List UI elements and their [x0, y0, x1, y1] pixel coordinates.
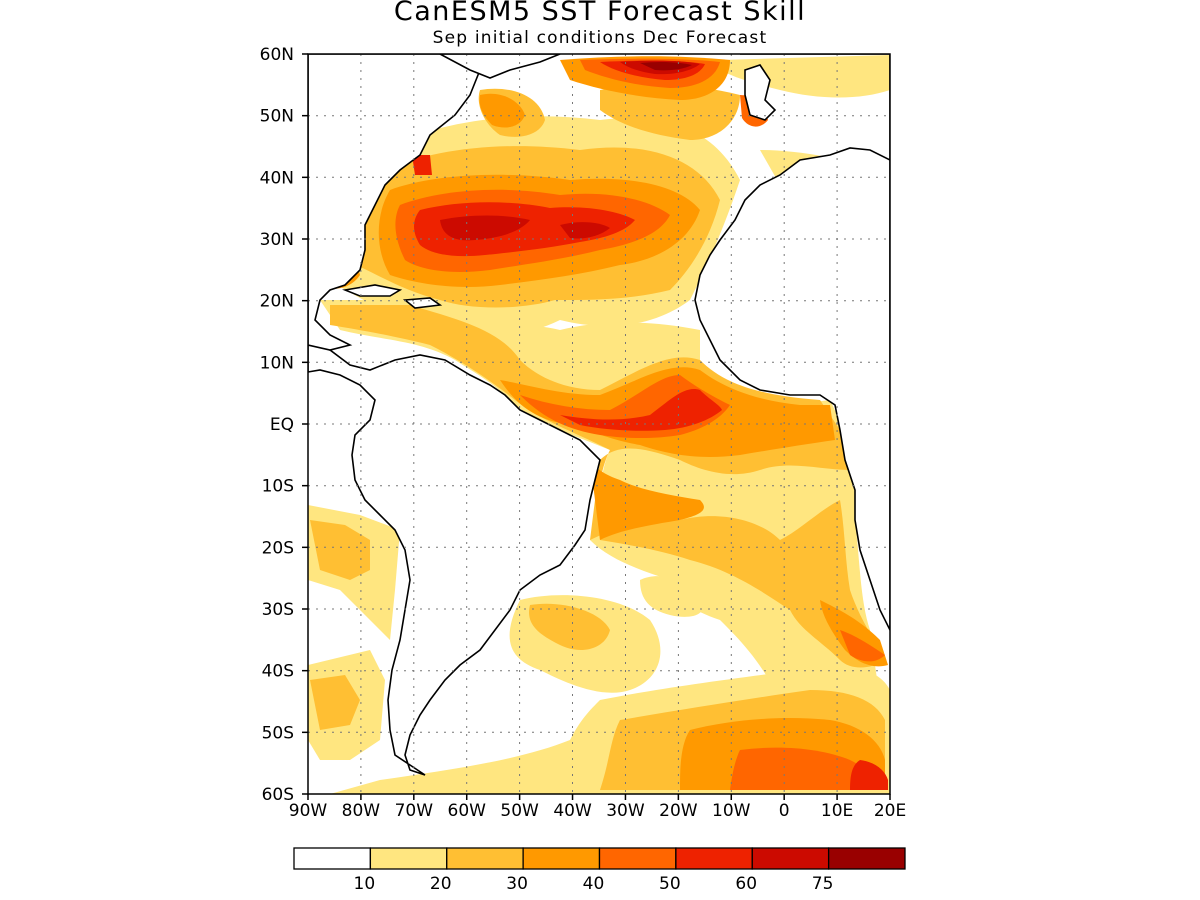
lat-tick-label: 50S: [262, 723, 294, 743]
lon-tick-label: 0: [779, 801, 790, 821]
colorbar-label: 20: [430, 874, 452, 894]
colorbar-label: 40: [583, 874, 605, 894]
colorbar-label: 10: [354, 874, 376, 894]
lon-tick-label: 30W: [606, 801, 645, 821]
lat-tick-label: 40N: [260, 168, 294, 188]
lat-tick-label: 10S: [262, 477, 294, 497]
colorbar-label: 50: [659, 874, 681, 894]
colorbar-swatch: [522, 847, 601, 870]
lon-tick-label: 10E: [821, 801, 853, 821]
grid-lines: [308, 54, 890, 794]
lat-tick-label: 30S: [262, 600, 294, 620]
map-title: CanESM5 SST Forecast Skill: [393, 0, 807, 27]
map-subtitle: Sep initial conditions Dec Forecast: [432, 28, 768, 48]
europe-africa: [694, 54, 890, 631]
colorbar-swatch: [827, 847, 906, 870]
lon-tick-label: 10W: [712, 801, 751, 821]
britain: [744, 64, 777, 121]
colorbar-labels: 10 20 30 40 50 60 75: [354, 874, 834, 894]
lon-tick-label: 20W: [659, 801, 698, 821]
colorbar-swatch: [598, 847, 677, 870]
colorbar-label: 75: [812, 874, 834, 894]
lon-tick-label: 80W: [342, 801, 381, 821]
south-america: [308, 339, 601, 776]
lon-tick-label: 40W: [553, 801, 592, 821]
latitude-labels: 60N 50N 40N 30N 20N 10N EQ 10S 20S 30S 40S 50S 60S: [260, 45, 308, 805]
lon-tick-label: 20E: [874, 801, 906, 821]
colorbar-label: 30: [506, 874, 528, 894]
lat-tick-label: 20N: [260, 292, 294, 312]
land: [308, 54, 890, 776]
lat-tick-label: 10N: [260, 353, 294, 373]
north-america: [308, 54, 481, 351]
lat-tick-label: 60N: [260, 45, 294, 65]
colorbar-swatch: [369, 847, 448, 870]
lon-tick-label: 70W: [395, 801, 434, 821]
longitude-labels: 90W 80W 70W 60W 50W 40W 30W 20W 10W 0 10E 20E: [289, 794, 906, 821]
lat-tick-label: 50N: [260, 107, 294, 127]
colorbar-swatch: [751, 847, 830, 870]
lat-tick-label: 40S: [262, 662, 294, 682]
skill-level-75-plus: [640, 61, 692, 71]
cuba: [342, 284, 403, 297]
lat-tick-label: 60S: [262, 785, 294, 805]
lat-tick-label: 20S: [262, 538, 294, 558]
colorbar-swatch: [675, 847, 753, 870]
lat-tick-label: EQ: [270, 415, 294, 435]
lon-tick-label: 50W: [500, 801, 539, 821]
colorbar-label: 60: [735, 874, 757, 894]
lat-tick-label: 30N: [260, 230, 294, 250]
lon-tick-label: 60W: [448, 801, 487, 821]
colorbar-swatch: [293, 847, 372, 870]
greenland: [439, 54, 561, 79]
skill-field: [308, 54, 890, 794]
colorbar-swatch: [446, 847, 524, 870]
colorbar: [293, 847, 906, 870]
lon-tick-label: 90W: [289, 801, 328, 821]
